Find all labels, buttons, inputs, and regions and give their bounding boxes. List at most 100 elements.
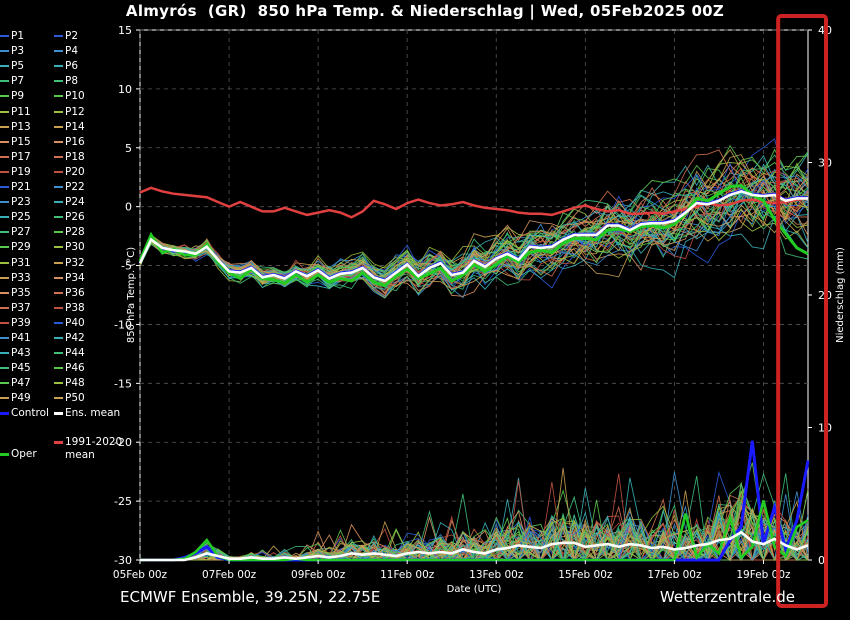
- legend-item-p44: P44: [54, 347, 85, 360]
- legend-label: P6: [65, 60, 79, 73]
- legend-item-p42: P42: [54, 332, 85, 345]
- legend-item-p48: P48: [54, 377, 85, 390]
- legend-item-p28: P28: [54, 226, 85, 239]
- legend-label: P4: [65, 45, 79, 58]
- legend-item-p27: P27: [0, 226, 31, 239]
- legend-swatch: [0, 50, 9, 53]
- legend-label: P33: [11, 271, 31, 284]
- legend-item-p46: P46: [54, 362, 85, 375]
- legend-item-p33: P33: [0, 272, 31, 285]
- legend-swatch: [54, 382, 63, 385]
- legend-label: P13: [11, 120, 31, 133]
- legend-swatch: [54, 186, 63, 188]
- ens-mean-temp-line: [138, 190, 808, 283]
- y-tick-label: -20: [114, 436, 132, 449]
- legend-item-climate-mean: 1991-2020 mean: [54, 436, 122, 462]
- legend-label: P24: [65, 196, 85, 209]
- legend-label: P11: [11, 105, 31, 118]
- legend-label: P23: [11, 196, 31, 209]
- legend-swatch: [0, 452, 9, 456]
- y-tick-label: 15: [118, 24, 132, 37]
- legend-item-p7: P7: [0, 75, 24, 88]
- legend-swatch: [54, 170, 63, 173]
- legend-item-p40: P40: [54, 317, 85, 330]
- legend-swatch: [54, 216, 63, 219]
- member-precip-line: [140, 482, 809, 562]
- legend-label: P43: [11, 347, 31, 360]
- y2-tick-label: 0: [818, 554, 825, 567]
- legend-item-oper: Oper: [0, 448, 37, 461]
- legend-label: P35: [11, 286, 31, 299]
- legend-label: P41: [11, 332, 31, 344]
- legend-label: P12: [65, 105, 85, 118]
- legend-swatch: [0, 125, 9, 128]
- legend-swatch: [54, 306, 63, 309]
- legend-item-p1: P1: [0, 30, 24, 43]
- legend-item-p15: P15: [0, 136, 31, 149]
- legend-label: Oper: [11, 448, 37, 460]
- legend-item-p11: P11: [0, 106, 31, 119]
- legend-item-p17: P17: [0, 151, 31, 164]
- legend-swatch: [54, 337, 63, 339]
- legend-label: P27: [11, 226, 31, 239]
- legend-swatch: [0, 352, 9, 355]
- legend-label: P19: [11, 165, 31, 178]
- legend-swatch: [54, 440, 63, 444]
- legend-label: P44: [65, 347, 85, 360]
- legend-swatch: [54, 246, 63, 249]
- legend-swatch: [0, 291, 9, 294]
- legend-item-p29: P29: [0, 241, 31, 254]
- y-tick-label: -10: [114, 318, 132, 331]
- legend-swatch: [54, 276, 63, 279]
- legend-swatch: [54, 411, 63, 415]
- legend-label: P7: [11, 75, 25, 88]
- ens-mean-precip-line: [140, 530, 809, 562]
- legend-swatch: [0, 337, 9, 339]
- legend-item-p21: P21: [0, 181, 31, 194]
- legend-item-p50: P50: [54, 392, 85, 405]
- legend-swatch: [0, 170, 9, 173]
- legend-swatch: [0, 65, 9, 68]
- legend-swatch: [54, 367, 63, 370]
- legend-swatch: [0, 246, 9, 249]
- legend-label: P3: [11, 45, 25, 58]
- legend-item-p22: P22: [54, 181, 85, 194]
- legend-item-p31: P31: [0, 257, 31, 270]
- legend-swatch: [0, 140, 9, 143]
- legend-item-p25: P25: [0, 211, 31, 224]
- y-tick-label: 10: [118, 83, 132, 96]
- legend-item-p49: P49: [0, 392, 31, 405]
- y-axis-label: 850 hPa Temp. (°C): [126, 247, 137, 343]
- legend-item-p3: P3: [0, 45, 24, 58]
- legend-item-p45: P45: [0, 362, 31, 375]
- legend-swatch: [54, 397, 63, 400]
- legend-item-p38: P38: [54, 302, 85, 315]
- legend-label: P17: [11, 150, 31, 163]
- legend-label: P38: [65, 301, 85, 314]
- legend-label: P18: [65, 150, 85, 163]
- legend-swatch: [54, 140, 63, 143]
- member-precip-line: [140, 480, 809, 562]
- x-axis-label: Date (UTC): [447, 584, 502, 595]
- legend-item-p10: P10: [54, 90, 85, 103]
- legend-label: P26: [65, 211, 85, 224]
- legend-swatch: [0, 80, 9, 83]
- legend-item-p43: P43: [0, 347, 31, 360]
- legend-swatch: [54, 50, 63, 53]
- x-tick-label: 13Feb 00z: [469, 569, 524, 581]
- legend-label: P9: [11, 90, 25, 103]
- legend-label: P29: [11, 241, 31, 254]
- y2-axis-label: Niederschlag (mm): [835, 247, 846, 343]
- legend-item-p20: P20: [54, 166, 85, 179]
- climate-mean-line: [139, 186, 809, 219]
- legend-swatch: [0, 35, 9, 37]
- legend-label: P48: [65, 377, 85, 390]
- y-tick-label: 5: [125, 142, 132, 155]
- legend-swatch: [54, 110, 63, 113]
- legend-item-p12: P12: [54, 106, 85, 119]
- legend-item-p35: P35: [0, 287, 31, 300]
- legend-swatch: [54, 291, 63, 294]
- y-tick-label: -25: [114, 495, 132, 508]
- x-tick-label: 07Feb 00z: [202, 569, 257, 581]
